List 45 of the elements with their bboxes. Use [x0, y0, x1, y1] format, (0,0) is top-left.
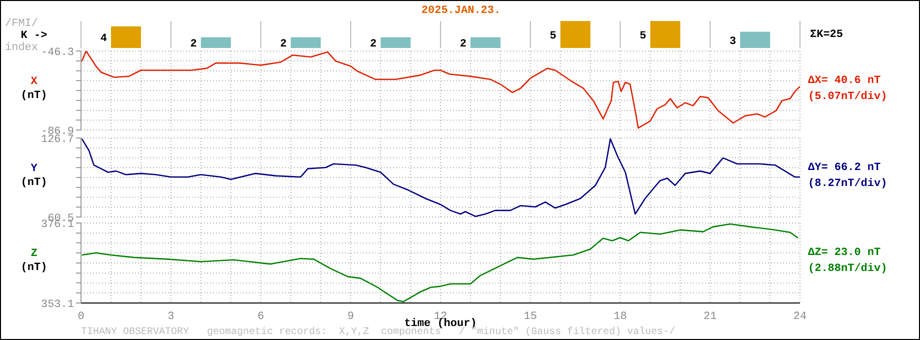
- text: (5.07nT/div): [808, 90, 888, 102]
- y-axis-title: K ->: [20, 29, 48, 42]
- bar: [200, 37, 231, 48]
- bar: [470, 37, 500, 48]
- x-tick-label: 6: [257, 310, 264, 323]
- data-label: 2: [370, 38, 377, 51]
- data-label: 5: [640, 30, 647, 42]
- line-series: [81, 51, 800, 129]
- text: ΣK=25: [810, 29, 844, 41]
- bar: [111, 26, 141, 48]
- x-tick-label: 18: [614, 310, 627, 323]
- y-axis-title: Z (nT): [20, 247, 48, 275]
- y-axis-title: X (nT): [20, 74, 48, 102]
- text: TIHANY OBSERVATORY geomagnetic records: X,Y,Z components / "minute" (Gauss filtered) values-/: [81, 327, 676, 338]
- x-tick-label: 9: [347, 310, 354, 323]
- text: (8.27nT/div): [808, 178, 888, 190]
- line-series: [81, 138, 800, 217]
- bar: [650, 21, 680, 48]
- text: ΔX= 40.6 nT: [808, 74, 881, 86]
- text: index: [5, 42, 38, 54]
- y-tick-label: -46.3: [40, 46, 74, 59]
- data-label: 2: [190, 38, 197, 51]
- data-label: 3: [730, 36, 737, 48]
- data-label: 4: [100, 33, 108, 46]
- bar: [560, 21, 590, 48]
- x-tick-label: 21: [704, 310, 718, 323]
- data-label: 5: [550, 30, 557, 42]
- bar: [380, 37, 411, 48]
- x-tick-label: 3: [168, 310, 174, 323]
- y-axis-title: Y (nT): [20, 162, 48, 190]
- bar: [290, 37, 321, 48]
- x-tick-label: 15: [524, 310, 537, 323]
- line-series: [81, 223, 799, 302]
- y-tick-label: 376.1: [40, 218, 74, 231]
- text: (2.88nT/div): [808, 263, 888, 275]
- x-tick-label: 24: [793, 310, 807, 323]
- text: /FMI/: [5, 18, 38, 30]
- bar: [740, 32, 770, 48]
- text: ΔY= 66.2 nT: [808, 162, 881, 174]
- data-label: 2: [460, 38, 466, 51]
- y-tick-label: 353.1: [40, 298, 74, 311]
- text: ΔZ= 23.0 nT: [808, 247, 881, 259]
- x-tick-label: 0: [78, 310, 84, 323]
- chart-title: 2025.JAN.23.: [420, 5, 502, 17]
- data-label: 2: [280, 38, 287, 51]
